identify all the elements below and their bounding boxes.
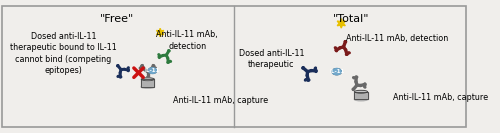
Ellipse shape	[304, 79, 307, 81]
Text: Dosed anti-IL-11
therapeutic: Dosed anti-IL-11 therapeutic	[238, 49, 304, 69]
Ellipse shape	[154, 67, 156, 69]
Ellipse shape	[315, 69, 317, 72]
Bar	[142, 79, 154, 87]
Bar	[354, 92, 368, 99]
Ellipse shape	[142, 78, 154, 81]
Text: Anti-IL-11 mAb, capture: Anti-IL-11 mAb, capture	[173, 96, 268, 105]
Ellipse shape	[127, 67, 129, 69]
Ellipse shape	[167, 61, 170, 63]
Ellipse shape	[158, 56, 160, 58]
Ellipse shape	[354, 98, 368, 101]
Text: Dosed anti-IL-11
therapeutic bound to IL-11
cannot bind (competing
epitopes): Dosed anti-IL-11 therapeutic bound to IL…	[10, 32, 117, 75]
Ellipse shape	[302, 67, 304, 69]
Ellipse shape	[119, 76, 122, 78]
Text: "Total": "Total"	[332, 14, 369, 24]
Ellipse shape	[364, 83, 366, 86]
Ellipse shape	[116, 65, 118, 66]
Text: IL-11: IL-11	[145, 68, 160, 73]
Ellipse shape	[352, 88, 354, 90]
Ellipse shape	[334, 47, 337, 49]
Text: Anti-IL-11 mAb, detection: Anti-IL-11 mAb, detection	[346, 34, 448, 43]
Ellipse shape	[335, 49, 338, 52]
Bar	[354, 92, 368, 99]
Ellipse shape	[307, 79, 310, 81]
Ellipse shape	[314, 67, 316, 70]
Ellipse shape	[354, 90, 368, 93]
Ellipse shape	[158, 54, 160, 56]
Text: IL-11: IL-11	[329, 69, 344, 74]
Ellipse shape	[140, 67, 142, 69]
Ellipse shape	[346, 53, 348, 55]
Text: Anti-IL-11 mAb, capture: Anti-IL-11 mAb, capture	[393, 93, 488, 102]
Ellipse shape	[148, 68, 157, 74]
Text: "Free": "Free"	[100, 14, 134, 24]
Ellipse shape	[142, 85, 154, 88]
Ellipse shape	[348, 52, 350, 54]
Ellipse shape	[332, 68, 342, 75]
Text: Anti-IL-11 mAb,
detection: Anti-IL-11 mAb, detection	[156, 30, 218, 51]
Polygon shape	[337, 19, 345, 28]
Ellipse shape	[146, 76, 149, 78]
Ellipse shape	[352, 77, 355, 79]
Ellipse shape	[128, 69, 130, 72]
Ellipse shape	[169, 60, 172, 62]
Ellipse shape	[117, 75, 119, 77]
Ellipse shape	[364, 86, 366, 88]
Ellipse shape	[168, 50, 170, 52]
Bar	[142, 79, 154, 87]
Ellipse shape	[344, 41, 346, 43]
Ellipse shape	[355, 76, 358, 78]
Ellipse shape	[141, 65, 144, 67]
Ellipse shape	[152, 65, 155, 67]
Polygon shape	[156, 28, 164, 37]
